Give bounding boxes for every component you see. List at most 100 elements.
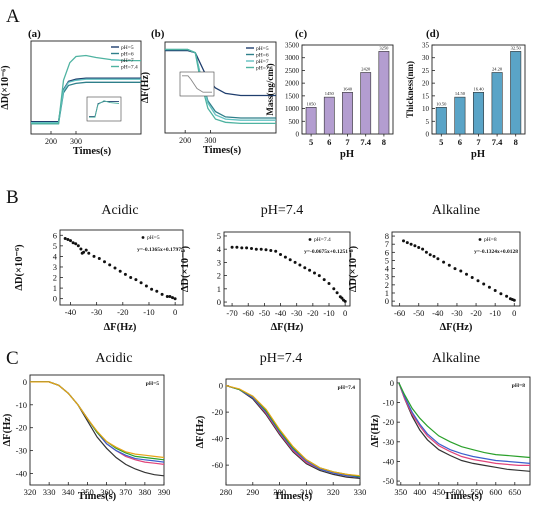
A-c-bar-0 <box>305 107 317 135</box>
C-3-y-tick-label-2: -20 <box>383 417 394 427</box>
B-2-data-point-7 <box>264 248 268 252</box>
C-2-plot-frame <box>225 378 361 486</box>
B-3-x-tick-label-6: 0 <box>512 308 516 318</box>
C-2-legend-label: pH=7.4 <box>338 385 356 391</box>
B-1-y-tick-label-4: 3 <box>53 262 57 272</box>
C-2-y-tick-label-1: -20 <box>212 407 223 417</box>
A-b-panel-letter: (b) <box>151 28 165 40</box>
C-3-y-tick-label-1: -10 <box>383 398 394 408</box>
C-3-series-line-3 <box>398 382 531 459</box>
B-2-y-tick-label-5: 5 <box>217 231 221 241</box>
B-2-plot-frame <box>223 231 351 307</box>
A-c-x-tick-label-4: 8 <box>382 137 386 147</box>
section-label-c: C <box>6 348 19 369</box>
A-c-bar-value-label-2: 1640 <box>343 86 353 91</box>
A-c-bar-value-label-1: 1450 <box>325 91 335 96</box>
A-d-bar-2 <box>472 91 485 135</box>
A-c-bar-value-label-3: 2420 <box>361 66 371 71</box>
A-d-bar-value-label-3: 24.20 <box>492 66 503 71</box>
B-1-data-point-3 <box>71 241 75 245</box>
B-1-data-point-14 <box>108 263 112 267</box>
B-1-x-tick-label-1: -30 <box>91 307 102 317</box>
charts-layer: (a)200 300pH=5pH=6pH=7pH=7.4Times(s)ΔD(×1… <box>0 28 531 502</box>
C-1-x-tick-label-4: 360 <box>100 487 113 497</box>
B-2-data-point-8 <box>269 249 273 252</box>
A-c-y-tick-label-2: 1000 <box>285 105 300 113</box>
C-1-series-line-1 <box>30 381 165 465</box>
A-b-legend-label-0: pH=5 <box>256 46 269 52</box>
B-3-data-point-18 <box>487 285 491 289</box>
B-2-data-point-19 <box>322 278 326 282</box>
B-3-y-tick-label-0: 0 <box>385 296 389 306</box>
B-2-x-tick-label-5: -20 <box>307 308 318 318</box>
C-2-y-tick-label-3: -60 <box>212 460 223 470</box>
B-1-x-axis-label: ΔF(Hz) <box>104 322 137 333</box>
A-d-x-tick-label-4: 8 <box>514 137 518 147</box>
C-3-series-line-1 <box>398 382 530 466</box>
B-1-title: Acidic <box>101 203 138 218</box>
B-1-data-point-5 <box>76 244 80 248</box>
C-2-series-line-3 <box>225 385 361 477</box>
B-2-y-axis-label: ΔD(×10⁻⁶) <box>180 245 191 292</box>
B-3-x-tick-label-0: -60 <box>394 308 405 318</box>
A-a-legend-label-2: pH=7 <box>121 58 134 64</box>
B-2-legend-marker <box>308 238 312 241</box>
C-3-x-tick-label-6: 650 <box>508 487 521 497</box>
B-1-x-tick-label-4: 0 <box>173 307 177 317</box>
A-b-plot-frame <box>164 41 277 134</box>
A-c-y-tick-label-5: 2500 <box>285 67 300 75</box>
B-2-data-point-22 <box>335 291 339 295</box>
C-3-plot-frame <box>396 376 531 486</box>
B-2-data-point-24 <box>340 296 344 300</box>
C-1-y-tick-label-3: -30 <box>16 446 27 456</box>
A-b-series-line-3 <box>165 48 276 125</box>
B-3-data-point-19 <box>493 289 497 292</box>
C-3-y-tick-label-5: -50 <box>383 476 394 486</box>
A-c-bar-1 <box>323 96 335 135</box>
A-d-y-tick-label-1: 5 <box>426 118 430 126</box>
C-2-series-line-2 <box>225 385 361 478</box>
B-1-data-point-1 <box>66 238 70 241</box>
A-a-legend-label-3: pH=7.4 <box>121 65 138 71</box>
B-3-x-tick-label-5: -10 <box>489 308 500 318</box>
B-3-y-axis-label: ΔD(×10⁻⁶) <box>348 245 359 292</box>
B-3-data-point-10 <box>442 260 446 264</box>
C-1-y-tick-label-4: -40 <box>16 469 27 479</box>
B-1-data-point-17 <box>123 272 127 276</box>
C-1-y-axis-label: ΔF(Hz) <box>2 413 13 446</box>
B-1-legend-marker <box>141 236 145 239</box>
B-2-data-point-15 <box>303 266 307 270</box>
A-c-x-tick-label-1: 6 <box>327 137 331 147</box>
B-3-data-point-3 <box>413 244 417 248</box>
B-1-data-point-24 <box>160 292 164 296</box>
B-1-y-tick-label-7: 6 <box>53 230 57 240</box>
C-3-y-tick-label-3: -30 <box>383 437 394 447</box>
B-1-data-point-22 <box>150 287 154 291</box>
A-a-x-axis-label: Times(s) <box>73 146 112 157</box>
C-1-x-tick-label-0: 320 <box>24 487 37 497</box>
B-2-data-point-18 <box>317 274 321 278</box>
B-1-data-point-0 <box>63 237 67 240</box>
A-b-y-axis-label: ΔF(Hz) <box>140 72 151 103</box>
B-3-x-tick-label-3: -30 <box>451 308 462 318</box>
A-d-bar-value-label-0: 10.50 <box>436 101 447 106</box>
B-2-x-tick-label-7: 0 <box>343 308 347 318</box>
C-3-y-tick-label-0: 0 <box>390 378 394 388</box>
A-c-bar-value-label-0: 1050 <box>307 101 317 106</box>
B-2-data-point-12 <box>288 258 292 262</box>
B-1-data-point-27 <box>171 296 174 300</box>
C-3-y-axis-label: ΔF(Hz) <box>370 414 381 447</box>
B-3-x-axis-label: ΔF(Hz) <box>440 322 473 333</box>
C-1-series-line-2 <box>30 381 165 463</box>
A-c-x-tick-label-2: 7 <box>345 137 350 147</box>
A-c-y-tick-label-3: 1500 <box>285 92 300 100</box>
B-2-x-axis-label: ΔF(Hz) <box>271 322 304 333</box>
B-2-x-tick-label-6: -10 <box>323 308 334 318</box>
C-2-x-tick-label-1: 290 <box>246 487 259 497</box>
B-1-legend-label: pH=5 <box>147 235 160 241</box>
A-d-y-tick-label-6: 30 <box>422 54 430 62</box>
B-1-data-point-6 <box>79 247 83 251</box>
B-3-data-point-13 <box>459 269 463 273</box>
A-a-series-line-2 <box>31 78 141 124</box>
B-2-y-tick-label-4: 4 <box>217 244 222 254</box>
